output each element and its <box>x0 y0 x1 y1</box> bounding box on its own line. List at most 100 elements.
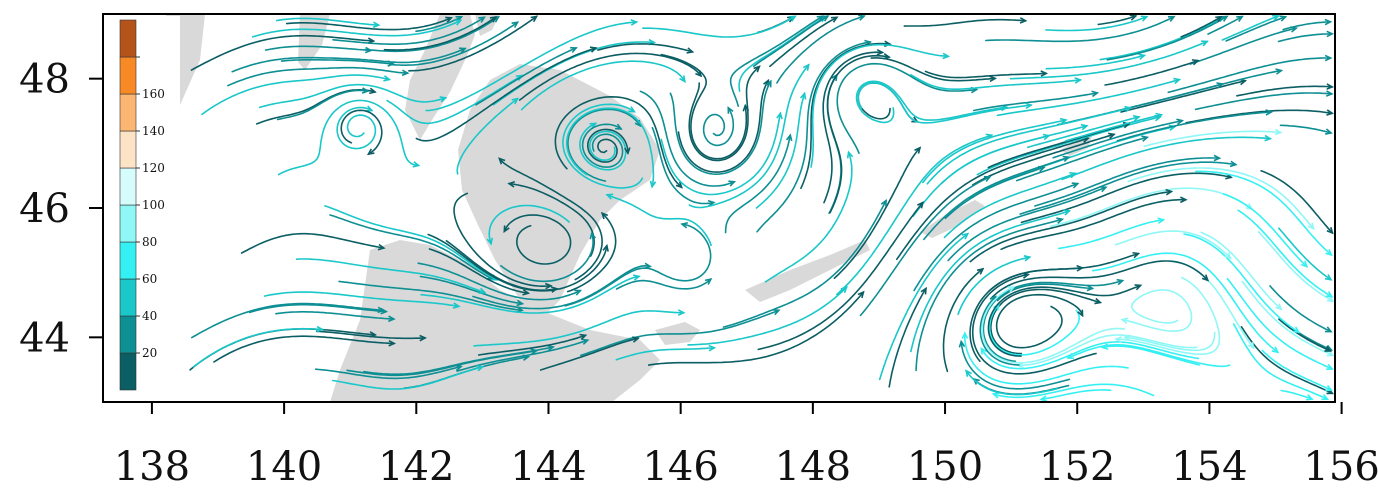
streamline-arrowhead <box>799 91 807 100</box>
streamline <box>981 286 1126 364</box>
streamline <box>942 268 984 373</box>
streamline-arrowhead <box>728 180 737 187</box>
streamline <box>969 190 1173 263</box>
streamline-arrowhead <box>361 87 370 94</box>
streamline-arrowhead <box>1155 112 1164 120</box>
streamline <box>985 15 1175 43</box>
streamline <box>332 16 486 45</box>
streamline <box>1241 280 1334 357</box>
streamline <box>428 248 530 294</box>
streamline-arrowhead <box>991 392 1000 399</box>
streamline-arrowhead <box>1264 134 1273 142</box>
streamline-arrowhead <box>1116 278 1125 286</box>
streamline <box>878 233 969 381</box>
streamline-arrowhead <box>1120 317 1129 324</box>
streamline-arrowhead <box>1173 77 1182 85</box>
streamline-arrowhead <box>1056 217 1065 224</box>
streamline-arrowhead <box>802 63 810 71</box>
streamline-arrowhead <box>880 198 887 207</box>
streamline <box>1277 33 1333 43</box>
streamline <box>957 256 1031 316</box>
streamline <box>1120 80 1246 113</box>
streamline-arrowhead <box>1220 15 1229 22</box>
colorbar-label: 120 <box>142 161 165 175</box>
streamline-arrowhead <box>976 267 985 275</box>
streamline <box>472 264 651 310</box>
streamline <box>1099 15 1225 61</box>
streamline-arrowhead <box>1063 209 1072 216</box>
streamline-arrowhead <box>364 46 373 54</box>
streamline <box>383 16 497 51</box>
streamline <box>264 45 372 52</box>
streamline-arrowhead <box>1326 363 1334 370</box>
streamline <box>1020 172 1232 224</box>
streamline-arrowhead <box>419 334 427 342</box>
streamline <box>539 337 639 371</box>
streamline <box>340 109 383 155</box>
streamline <box>231 47 466 73</box>
colorbar-label: 20 <box>142 346 157 360</box>
streamline <box>453 192 552 287</box>
streamline-arrowhead <box>983 176 992 183</box>
streamline <box>776 15 865 84</box>
streamline <box>415 16 463 33</box>
streamline-arrowhead <box>1271 346 1280 354</box>
streamline <box>1189 27 1297 65</box>
streamline <box>565 107 655 188</box>
streamline <box>1269 285 1332 333</box>
streamline <box>859 176 991 317</box>
streamline <box>1064 114 1163 142</box>
streamline-arrowhead <box>1132 251 1141 259</box>
streamline <box>996 78 1181 117</box>
streamline-arrowhead <box>1247 341 1255 350</box>
streamline-arrowhead <box>1122 121 1131 129</box>
streamline <box>456 97 519 175</box>
streamline <box>579 122 627 171</box>
streamline <box>419 275 524 305</box>
colorbar-swatch <box>119 204 137 243</box>
streamline <box>976 116 1161 176</box>
streamline <box>1124 331 1216 352</box>
streamline <box>336 106 377 150</box>
streamline-arrowhead <box>753 65 761 73</box>
streamline <box>647 291 865 366</box>
x-tick-label: 142 <box>378 444 454 490</box>
streamline <box>1261 349 1333 391</box>
streamline <box>833 147 921 279</box>
streamline <box>456 339 589 372</box>
streamline-arrowhead <box>1201 40 1209 47</box>
streamline-arrowhead <box>1290 26 1299 33</box>
streamline-arrowhead <box>1100 343 1109 350</box>
streamline-arrowhead <box>507 181 516 188</box>
streamline-arrowhead <box>644 262 652 270</box>
x-tick-label: 152 <box>1039 444 1115 490</box>
streamline <box>258 83 447 109</box>
land-kuril-2 <box>745 240 870 302</box>
streamline-arrowhead <box>1326 227 1334 235</box>
streamline-arrowhead <box>1326 295 1335 303</box>
streamline-arrowhead <box>1326 350 1335 357</box>
streamline <box>1104 59 1199 86</box>
land-kuril-3 <box>920 200 985 238</box>
streamline <box>1017 334 1198 367</box>
streamline <box>597 43 694 53</box>
colorbar-swatch <box>119 352 137 391</box>
streamline <box>1115 276 1221 355</box>
streamline-arrowhead <box>1062 155 1071 163</box>
colorbar-label: 60 <box>142 272 157 286</box>
streamline-arrowhead <box>961 331 969 339</box>
streamline-arrowhead <box>965 369 972 377</box>
streamline <box>363 346 554 375</box>
streamline <box>1222 193 1308 268</box>
streamline-arrowhead <box>1236 15 1244 22</box>
streamline <box>1040 389 1112 401</box>
streamline <box>1121 289 1193 332</box>
streamlines <box>189 14 1335 402</box>
streamline-arrowhead <box>686 47 695 54</box>
streamline <box>702 107 735 147</box>
streamline-arrowhead <box>515 74 524 82</box>
streamline <box>475 47 577 106</box>
streamline-arrowhead <box>454 19 463 26</box>
streamline-arrowhead <box>1023 255 1032 262</box>
streamline-arrowhead <box>1074 77 1083 84</box>
